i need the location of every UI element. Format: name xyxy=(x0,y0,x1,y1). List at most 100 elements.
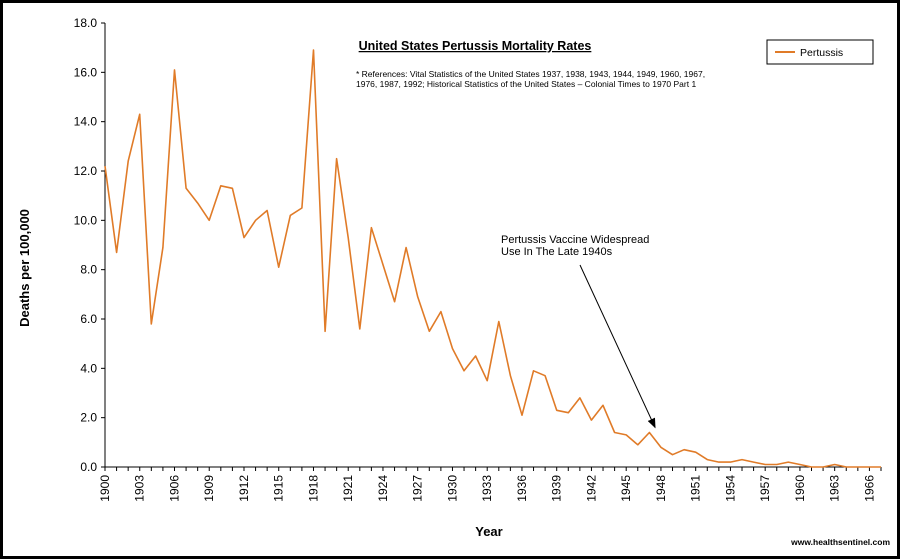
data-point xyxy=(799,464,801,466)
x-tick-label: 1912 xyxy=(237,475,251,502)
x-tick-label: 1915 xyxy=(272,475,286,502)
x-tick-label: 1933 xyxy=(480,475,494,502)
data-point xyxy=(185,187,187,189)
data-point xyxy=(150,323,152,325)
data-point xyxy=(313,49,315,51)
references-line-2: 1976, 1987, 1992; Historical Statistics … xyxy=(356,79,696,89)
data-point xyxy=(753,461,755,463)
x-tick-label: 1918 xyxy=(306,475,320,502)
x-tick-label: 1924 xyxy=(376,475,390,502)
data-point xyxy=(278,266,280,268)
y-axis-title: Deaths per 100,000 xyxy=(17,209,32,327)
references-line-1: * References: Vital Statistics of the Un… xyxy=(356,69,705,79)
y-tick-label: 14.0 xyxy=(74,115,98,129)
x-tick-label: 1939 xyxy=(550,475,564,502)
data-point xyxy=(648,432,650,434)
x-tick-label: 1921 xyxy=(341,475,355,502)
data-point xyxy=(614,432,616,434)
data-point xyxy=(509,375,511,377)
chart-title: United States Pertussis Mortality Rates xyxy=(359,39,592,53)
data-point xyxy=(394,301,396,303)
data-point xyxy=(567,412,569,414)
y-tick-label: 4.0 xyxy=(80,361,97,375)
data-point xyxy=(706,459,708,461)
x-tick-label: 1936 xyxy=(515,475,529,502)
data-point xyxy=(452,348,454,350)
data-point xyxy=(116,251,118,253)
data-point xyxy=(845,466,847,468)
data-point xyxy=(266,210,268,212)
data-point xyxy=(521,414,523,416)
chart-canvas: 0.0 2.0 4.0 6.0 8.0 10.0 12.0 14.0 16.0 18.0 1900 1… xyxy=(17,16,890,547)
x-tick-label: 1963 xyxy=(828,475,842,502)
data-point xyxy=(544,375,546,377)
data-point xyxy=(417,296,419,298)
data-point xyxy=(695,451,697,453)
data-point xyxy=(660,446,662,448)
data-point xyxy=(208,219,210,221)
data-point xyxy=(741,459,743,461)
data-point xyxy=(498,321,500,323)
data-point xyxy=(811,466,813,468)
data-point xyxy=(590,419,592,421)
data-point xyxy=(787,461,789,463)
data-point xyxy=(231,187,233,189)
data-point xyxy=(625,434,627,436)
data-point xyxy=(220,185,222,187)
data-point xyxy=(289,214,291,216)
data-point xyxy=(197,202,199,204)
data-point xyxy=(822,466,824,468)
data-point xyxy=(104,165,106,167)
axes: 0.0 2.0 4.0 6.0 8.0 10.0 12.0 14.0 16.0 18.0 1900 1… xyxy=(74,16,882,502)
series-layer xyxy=(104,49,882,468)
data-point xyxy=(683,449,685,451)
data-point xyxy=(579,397,581,399)
y-tick-label: 0.0 xyxy=(80,460,97,474)
y-tick-label: 8.0 xyxy=(80,263,97,277)
x-tick-label: 1945 xyxy=(619,475,633,502)
data-point xyxy=(475,355,477,357)
data-point xyxy=(139,113,141,115)
series-line-pertussis xyxy=(104,49,881,468)
data-point xyxy=(243,237,245,239)
x-tick-label: 1927 xyxy=(411,475,425,502)
data-point xyxy=(440,311,442,313)
data-point xyxy=(255,219,257,221)
data-point xyxy=(834,464,836,466)
data-point xyxy=(776,464,778,466)
y-tick-label: 6.0 xyxy=(80,312,97,326)
data-point xyxy=(405,247,407,249)
annotation-arrow xyxy=(579,264,656,429)
y-tick-label: 2.0 xyxy=(80,411,97,425)
data-point xyxy=(162,247,164,249)
x-tick-label: 1930 xyxy=(445,475,459,502)
x-tick-label: 1960 xyxy=(793,475,807,502)
x-tick-label: 1903 xyxy=(133,475,147,502)
data-point xyxy=(336,158,338,160)
legend-label-pertussis: Pertussis xyxy=(800,47,843,59)
data-point xyxy=(764,464,766,466)
y-tick-label: 10.0 xyxy=(74,213,98,227)
data-point xyxy=(127,160,129,162)
x-tick-label: 1900 xyxy=(98,475,112,502)
data-point xyxy=(301,207,303,209)
annotation-line-1: Pertussis Vaccine Widespread xyxy=(501,234,649,246)
x-tick-label: 1954 xyxy=(723,475,737,502)
data-point xyxy=(602,404,604,406)
x-tick-label: 1951 xyxy=(689,475,703,502)
data-point xyxy=(382,264,384,266)
data-point xyxy=(672,454,674,456)
x-tick-label: 1948 xyxy=(654,475,668,502)
data-point xyxy=(880,466,882,468)
x-tick-label: 1909 xyxy=(202,475,216,502)
data-point xyxy=(637,444,639,446)
data-point xyxy=(324,330,326,332)
data-point xyxy=(857,466,859,468)
data-point xyxy=(370,227,372,229)
legend: Pertussis xyxy=(766,39,874,65)
data-point xyxy=(868,466,870,468)
x-tick-label: 1906 xyxy=(167,475,181,502)
data-point xyxy=(359,328,361,330)
annotation-line-2: Use In The Late 1940s xyxy=(501,246,613,258)
